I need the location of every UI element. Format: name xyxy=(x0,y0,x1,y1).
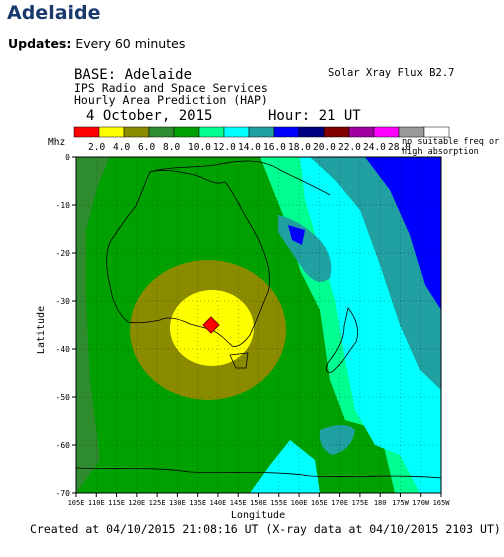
coast-australia xyxy=(106,169,270,347)
created-timestamp: Created at 04/10/2015 21:08:16 UT (X-ray… xyxy=(30,522,501,536)
station-diamond xyxy=(202,316,220,334)
coast-new-guinea xyxy=(149,160,331,196)
legend-swatch xyxy=(248,126,275,138)
latitude-tick-label: -70 xyxy=(56,489,71,498)
legend-swatch xyxy=(398,126,425,138)
latitude-ticks: 0 -10 -20 -30 -40 -50 -60 -70 xyxy=(56,153,76,498)
longitude-tick-label: 180 xyxy=(374,499,387,507)
org-label: IPS Radio and Space Services xyxy=(74,81,268,95)
hap-map-svg: BASE: Adelaide IPS Radio and Space Servi… xyxy=(30,67,501,536)
legend-swatch xyxy=(223,126,250,138)
longitude-tick-label: 130E xyxy=(169,499,186,507)
contour-dark-green-west xyxy=(76,157,110,493)
coast-tasmania xyxy=(229,352,249,369)
legend-label: 6.0 xyxy=(138,142,155,153)
legend-label: 24.0 xyxy=(363,142,386,153)
longitude-tick-label: 115E xyxy=(108,499,125,507)
legend-label: 2.0 xyxy=(88,142,105,153)
legend-color-scale xyxy=(73,126,450,138)
longitude-tick-label: 155E xyxy=(270,499,287,507)
contour-cyan-south xyxy=(250,440,320,493)
legend-swatch xyxy=(298,126,325,138)
legend-swatch xyxy=(273,126,300,138)
legend-label: 18.0 xyxy=(288,142,311,153)
frequency-contour-map xyxy=(76,157,441,493)
hour-label: Hour: 21 UT xyxy=(268,108,361,124)
xray-flux-label: Solar Xray Flux B2.7 xyxy=(328,67,454,79)
contour-teal-southeast xyxy=(319,425,355,455)
legend-swatch xyxy=(148,126,175,138)
longitude-tick-label: 125E xyxy=(149,499,166,507)
legend-label: 4.0 xyxy=(113,142,130,153)
map-gridlines xyxy=(76,157,441,493)
legend-label: 28.0 xyxy=(388,142,411,153)
coast-antarctica xyxy=(76,467,441,479)
latitude-tick-label: -50 xyxy=(56,393,71,402)
longitude-tick-label: 170W xyxy=(412,499,430,507)
legend-label: 20.0 xyxy=(313,142,336,153)
hap-map-figure: BASE: Adelaide IPS Radio and Space Servi… xyxy=(0,60,504,552)
legend-swatch xyxy=(73,126,100,138)
longitude-tick-label: 110E xyxy=(88,499,105,507)
longitude-ticks: 105E 110E 115E 120E 125E 130E 135E 140E 145E 150E… xyxy=(68,493,451,507)
longitude-axis-label: Longitude xyxy=(231,510,285,521)
longitude-tick-label: 175W xyxy=(392,499,410,507)
legend-swatch xyxy=(423,126,450,138)
legend-note-line2: high absorption xyxy=(402,147,479,157)
coastlines xyxy=(76,160,441,479)
longitude-tick-label: 105E xyxy=(68,499,85,507)
legend-label: 8.0 xyxy=(163,142,180,153)
latitude-axis-label: Latitude xyxy=(36,306,47,354)
latitude-tick-label: -60 xyxy=(56,441,71,450)
contour-blue-tasman xyxy=(288,225,305,245)
legend-swatch xyxy=(198,126,225,138)
legend-label: 10.0 xyxy=(188,142,211,153)
longitude-tick-label: 165E xyxy=(311,499,328,507)
page-title: Adelaide xyxy=(7,2,101,24)
longitude-tick-label: 145E xyxy=(230,499,247,507)
legend-swatch xyxy=(323,126,350,138)
legend-note-line1: no suitable freq or xyxy=(402,137,499,147)
updates-value: Every 60 minutes xyxy=(75,36,186,51)
legend-label: 14.0 xyxy=(238,142,261,153)
longitude-tick-label: 120E xyxy=(128,499,145,507)
latitude-tick-label: -30 xyxy=(56,297,71,306)
updates-label: Updates: xyxy=(8,36,72,51)
base-station-label: BASE: Adelaide xyxy=(74,67,192,83)
legend-label: 22.0 xyxy=(338,142,361,153)
longitude-tick-label: 135E xyxy=(189,499,206,507)
legend-swatch xyxy=(98,126,125,138)
legend-swatch xyxy=(373,126,400,138)
coast-new-zealand xyxy=(326,307,358,373)
latitude-tick-label: -20 xyxy=(56,249,71,258)
longitude-tick-label: 170E xyxy=(331,499,348,507)
longitude-tick-label: 175E xyxy=(351,499,368,507)
update-frequency: Updates: Every 60 minutes xyxy=(8,36,185,51)
latitude-tick-label: -10 xyxy=(56,201,71,210)
longitude-tick-label: 140E xyxy=(210,499,227,507)
contour-blue-northeast xyxy=(365,157,441,310)
longitude-tick-label: 160E xyxy=(291,499,308,507)
legend-label: 16.0 xyxy=(263,142,286,153)
legend-label: 12.0 xyxy=(213,142,236,153)
latitude-tick-label: 0 xyxy=(65,153,70,162)
latitude-tick-label: -40 xyxy=(56,345,71,354)
longitude-tick-label: 150E xyxy=(250,499,267,507)
legend-swatch xyxy=(173,126,200,138)
legend-tick-labels: 2.0 4.0 6.0 8.0 10.0 12.0 14.0 16.0 18.0 20.0 22.0… xyxy=(88,142,411,153)
longitude-tick-label: 165W xyxy=(433,499,451,507)
date-label: 4 October, 2015 xyxy=(86,108,212,124)
legend-swatch xyxy=(348,126,375,138)
legend-swatch xyxy=(123,126,150,138)
legend-unit-label: Mhz xyxy=(48,137,65,148)
product-label: Hourly Area Prediction (HAP) xyxy=(74,93,268,107)
